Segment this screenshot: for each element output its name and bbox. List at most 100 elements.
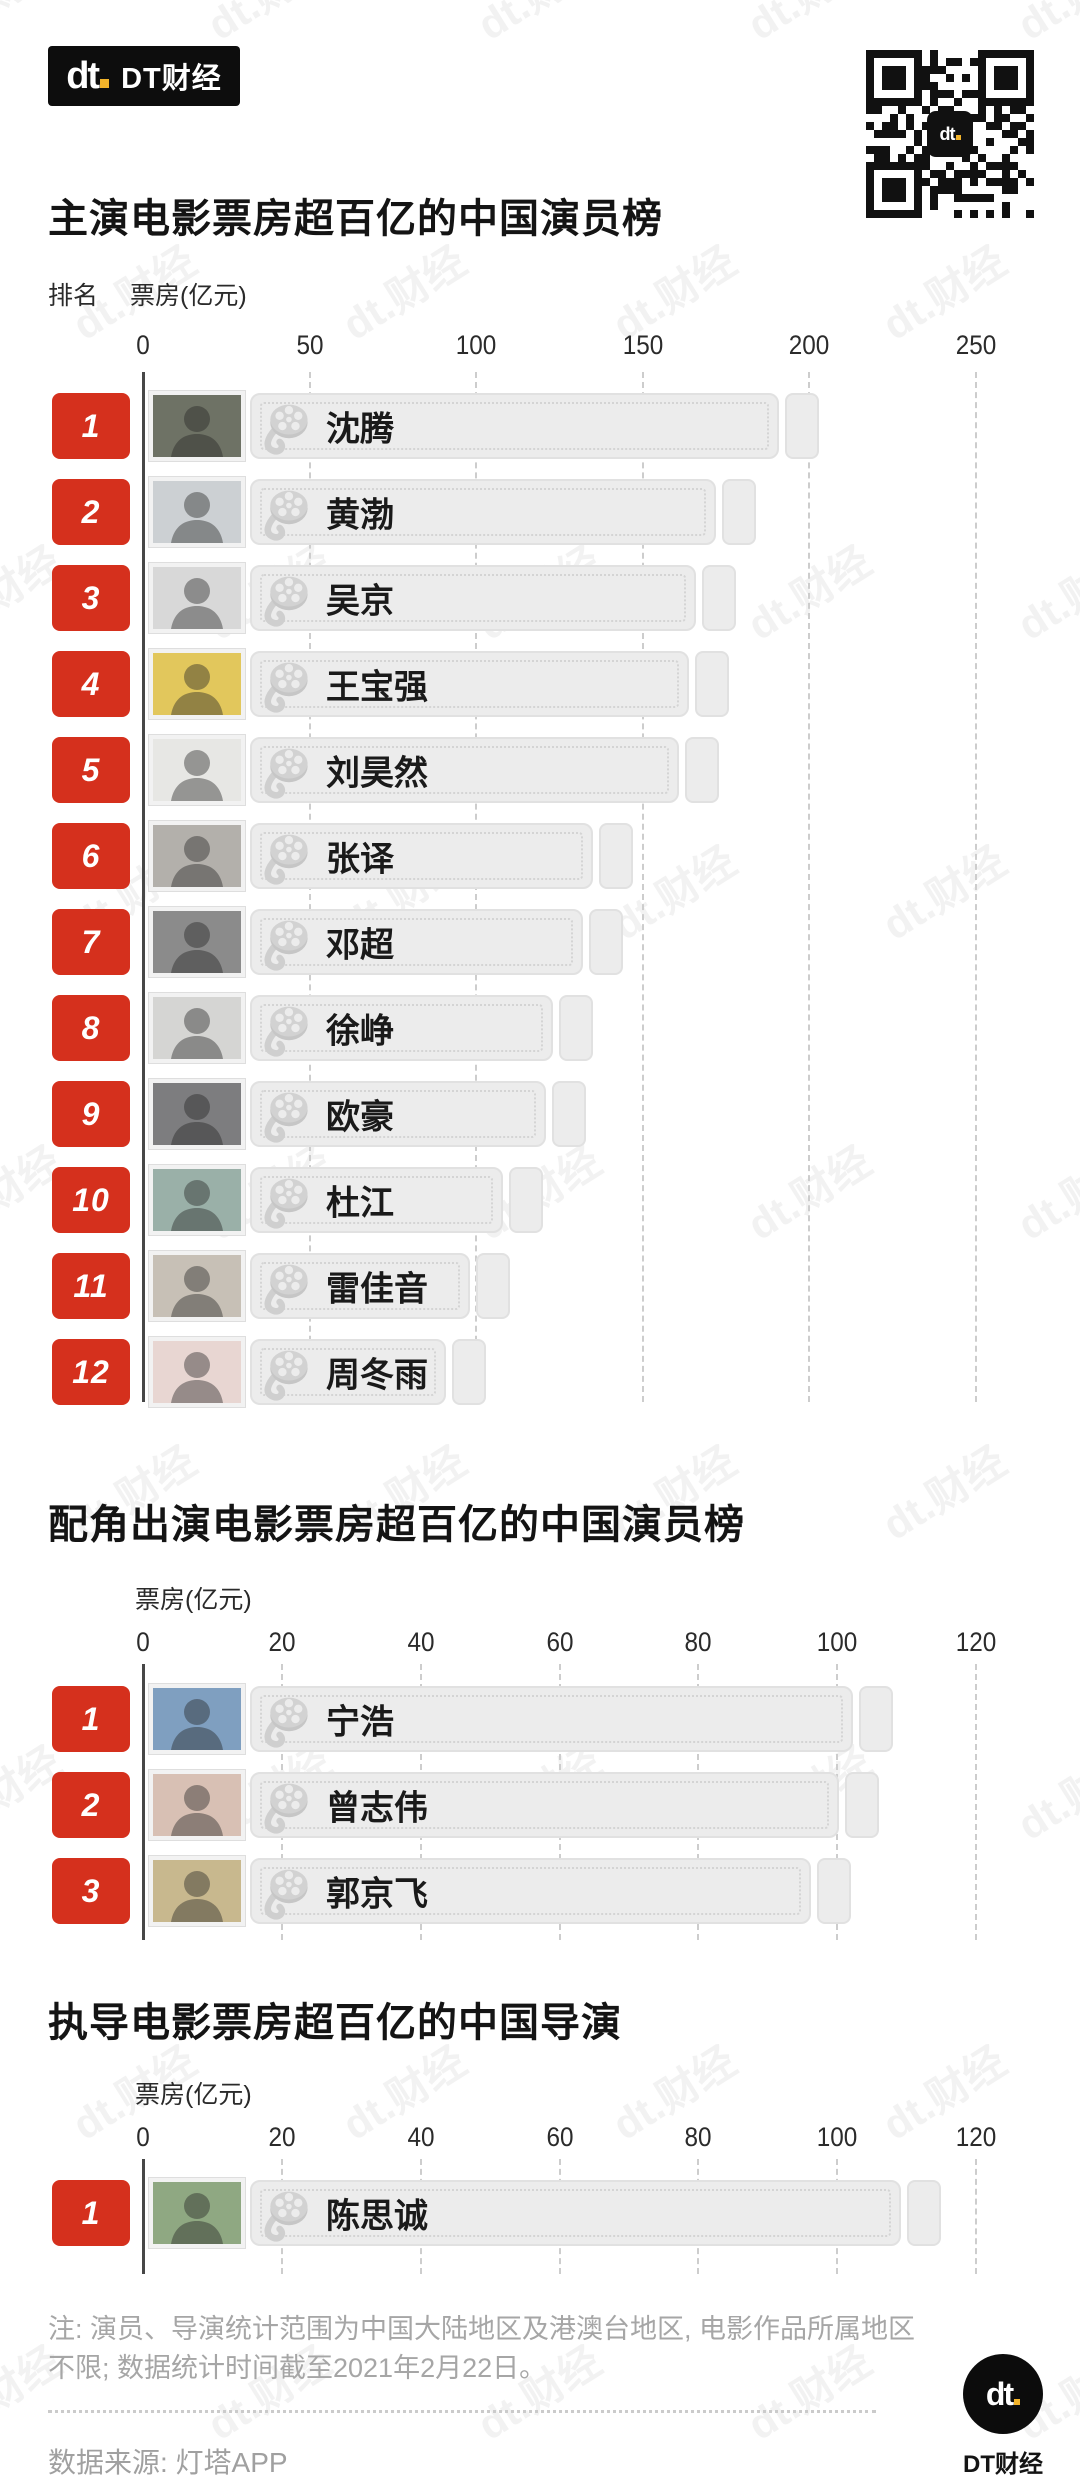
qr-module	[954, 66, 962, 74]
qr-module	[970, 114, 978, 122]
boxoffice-bar: 刘昊然	[250, 737, 680, 803]
boxoffice-bar: 周冬雨	[250, 1339, 447, 1405]
qr-module	[1026, 138, 1034, 146]
qr-module	[1026, 130, 1034, 138]
qr-module	[994, 58, 1002, 66]
qr-module	[874, 146, 882, 154]
qr-module	[1002, 210, 1010, 218]
qr-module	[930, 210, 938, 218]
logo-dot-icon	[1014, 2398, 1021, 2405]
boxoffice-bar: 雷佳音	[250, 1253, 470, 1319]
qr-module	[994, 66, 1002, 74]
axis-tick-label: 0	[136, 330, 150, 360]
qr-module	[978, 122, 986, 130]
qr-module	[890, 66, 898, 74]
qr-module	[1026, 82, 1034, 90]
actor-photo	[153, 1255, 241, 1317]
qr-module	[930, 170, 938, 178]
qr-module	[914, 58, 922, 66]
qr-module	[1010, 50, 1018, 58]
qr-module	[874, 170, 882, 178]
qr-module	[882, 82, 890, 90]
actor-avatar	[148, 1683, 246, 1755]
qr-module	[882, 98, 890, 106]
qr-module	[978, 138, 986, 146]
qr-module	[1018, 210, 1026, 218]
qr-module	[1010, 202, 1018, 210]
qr-module	[890, 106, 898, 114]
qr-module	[898, 82, 906, 90]
bar-inner-frame	[260, 1262, 460, 1310]
qr-module	[1026, 106, 1034, 114]
actor-photo	[153, 481, 241, 543]
qr-module	[970, 186, 978, 194]
actor-avatar	[148, 1164, 246, 1236]
gridline	[975, 372, 977, 1402]
qr-module	[938, 210, 946, 218]
qr-module	[922, 98, 930, 106]
qr-module	[1010, 106, 1018, 114]
qr-module	[1018, 98, 1026, 106]
qr-module	[986, 210, 994, 218]
qr-module	[930, 82, 938, 90]
qr-module	[874, 186, 882, 194]
axis-tick-label: 150	[622, 330, 664, 360]
qr-module	[906, 106, 914, 114]
bar-ticket-stub	[722, 479, 757, 545]
qr-module	[986, 50, 994, 58]
qr-module	[994, 122, 1002, 130]
qr-module	[866, 154, 874, 162]
qr-module	[962, 58, 970, 66]
qr-module	[938, 202, 946, 210]
rank-badge: 8	[52, 995, 130, 1061]
rank-badge: 1	[52, 1686, 130, 1752]
boxoffice-bar: 曾志伟	[250, 1772, 839, 1838]
qr-module	[882, 66, 890, 74]
qr-module	[962, 82, 970, 90]
qr-module	[1026, 202, 1034, 210]
qr-module	[954, 90, 962, 98]
actor-photo	[153, 395, 241, 457]
qr-module	[922, 122, 930, 130]
qr-module	[890, 122, 898, 130]
qr-module	[994, 82, 1002, 90]
film-reel-icon	[260, 829, 316, 887]
logo-dot-icon	[955, 134, 961, 140]
rank-badge: 4	[52, 651, 130, 717]
qr-module	[882, 50, 890, 58]
qr-module	[914, 178, 922, 186]
data-source: 数据来源: 灯塔APP	[48, 2447, 288, 2478]
qr-module	[1002, 146, 1010, 154]
qr-module	[1018, 58, 1026, 66]
qr-module	[890, 178, 898, 186]
actor-name: 徐峥	[326, 1012, 394, 1051]
chart3-axis-label: 票房(亿元)	[135, 2081, 252, 2109]
qr-module	[970, 50, 978, 58]
boxoffice-bar: 张译	[250, 823, 593, 889]
qr-module	[866, 162, 874, 170]
actor-avatar	[148, 1855, 246, 1927]
axis-zero-line	[142, 372, 145, 1402]
actor-name: 张译	[326, 840, 394, 879]
qr-module	[994, 170, 1002, 178]
film-reel-icon	[260, 1259, 316, 1317]
axis-tick-label: 200	[789, 330, 830, 360]
qr-module	[938, 90, 946, 98]
bar-ticket-stub	[785, 393, 820, 459]
qr-module	[906, 130, 914, 138]
qr-module	[1026, 170, 1034, 178]
actor-avatar	[148, 1336, 246, 1408]
qr-module	[1018, 146, 1026, 154]
qr-module	[874, 98, 882, 106]
qr-module	[1026, 74, 1034, 82]
qr-module	[970, 162, 978, 170]
qr-module	[962, 186, 970, 194]
qr-module	[874, 106, 882, 114]
rank-badge: 2	[52, 1772, 130, 1838]
qr-module	[898, 114, 906, 122]
qr-module	[890, 98, 898, 106]
qr-module	[898, 74, 906, 82]
axis-zero-line	[142, 1664, 145, 1940]
bar-inner-frame	[260, 660, 680, 708]
